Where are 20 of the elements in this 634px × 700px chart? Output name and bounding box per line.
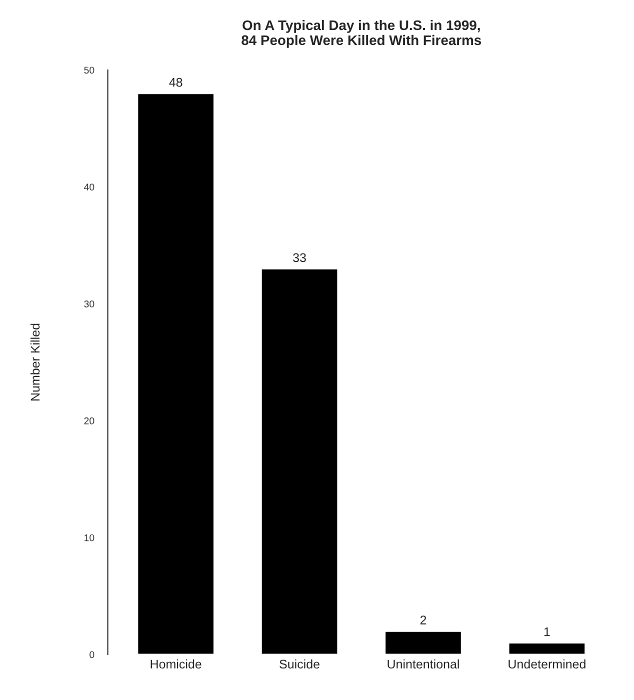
x-tick-label: Homicide	[150, 659, 202, 669]
y-axis-title: Number Killed	[30, 324, 40, 400]
bar	[260, 268, 339, 654]
bar	[508, 642, 586, 654]
y-tick-label: 10	[84, 534, 94, 542]
x-tick-label: Undetermined	[508, 659, 586, 669]
x-tick-label: Suicide	[280, 659, 320, 669]
bar	[136, 92, 215, 654]
data-label: 33	[293, 253, 306, 262]
chart-title: On A Typical Day in the U.S. in 1999, 84 People Were Killed With Firearms	[242, 20, 482, 48]
data-label: 2	[420, 616, 426, 624]
y-tick-label: 0	[90, 651, 94, 658]
y-tick-label: 30	[84, 300, 94, 308]
x-tick-label: Unintentional	[388, 659, 459, 669]
y-tick-label: 20	[84, 417, 94, 424]
bar	[384, 630, 462, 654]
y-tick-label: 50	[84, 66, 94, 74]
data-label: 48	[169, 78, 182, 87]
data-label: 1	[544, 627, 550, 636]
y-tick-label: 40	[84, 184, 94, 191]
